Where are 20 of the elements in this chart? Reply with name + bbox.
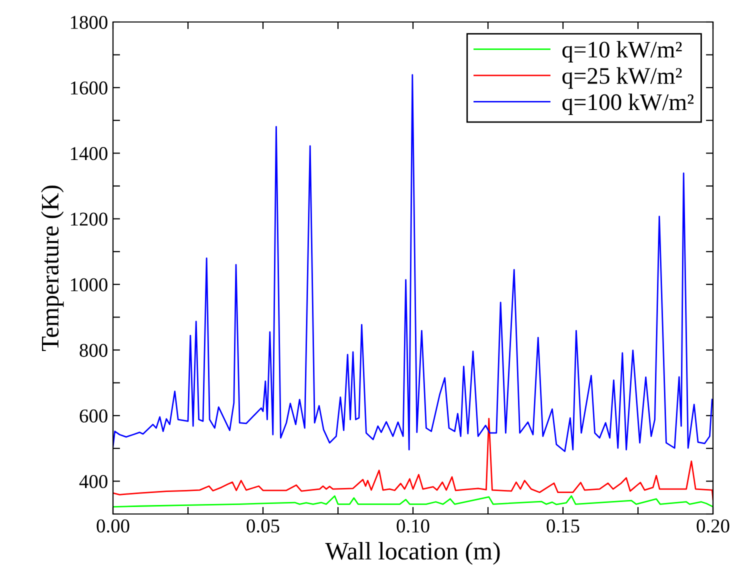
line-series bbox=[113, 418, 713, 500]
legend-label: q=100 kW/m² bbox=[562, 94, 694, 115]
y-tick-label: 1400 bbox=[70, 147, 108, 160]
x-tick-label: 0.00 bbox=[96, 519, 130, 533]
x-tick-label: 0.10 bbox=[396, 519, 430, 533]
y-axis-title: Temperature (K) bbox=[41, 186, 64, 351]
y-tick-label: 600 bbox=[80, 409, 108, 423]
line-series bbox=[113, 495, 713, 508]
legend-label: q=25 kW/m² bbox=[562, 67, 682, 89]
y-tick-label: 400 bbox=[79, 475, 108, 488]
x-axis-title: Wall location (m) bbox=[325, 542, 500, 565]
legend-label: q=10 kW/m² bbox=[562, 41, 682, 62]
x-tick-label: 0.15 bbox=[546, 519, 580, 533]
x-tick-label: 0.05 bbox=[246, 519, 280, 533]
y-tick-label: 800 bbox=[80, 344, 108, 357]
y-tick-label: 1000 bbox=[70, 278, 108, 292]
y-tick-label: 1600 bbox=[70, 81, 108, 95]
x-tick-label: 0.20 bbox=[696, 519, 730, 533]
y-tick-label: 1800 bbox=[70, 16, 108, 29]
y-tick-label: 1200 bbox=[70, 212, 108, 226]
